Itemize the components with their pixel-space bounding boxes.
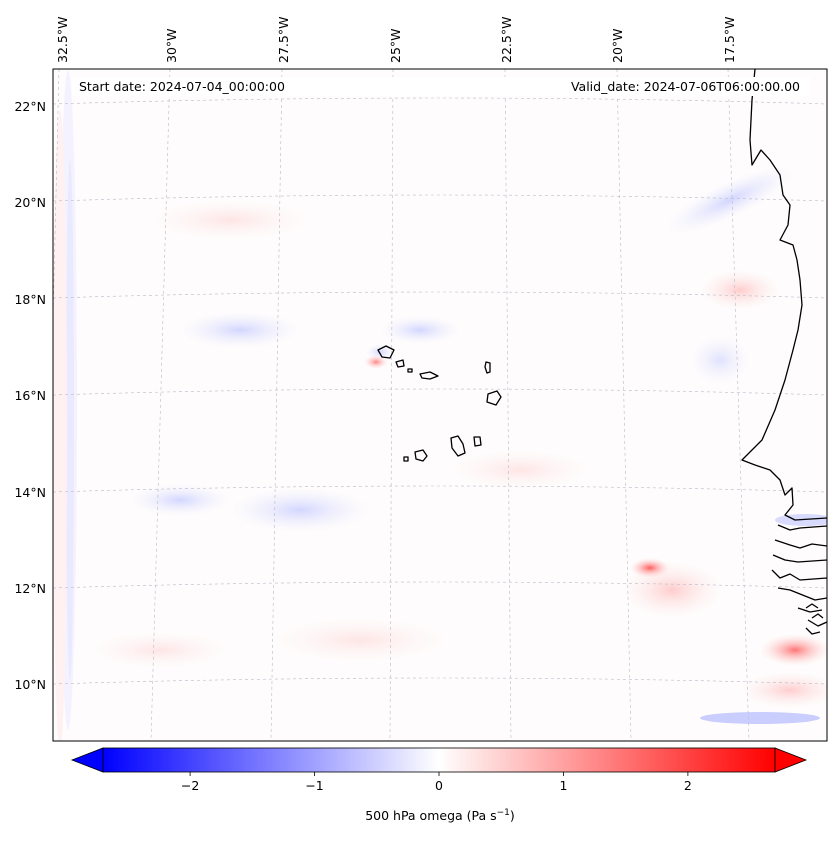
cape-verde-sao-vicente bbox=[395, 359, 405, 368]
valid-date-label: Valid_date: 2024-07-06T06:00:00.00 bbox=[571, 79, 800, 94]
meridian-17-5w bbox=[727, 69, 750, 741]
colorbar-tick-label: −2 bbox=[181, 778, 199, 793]
cape-verde-fogo bbox=[414, 449, 428, 462]
colorbar-ticks: −2 −1 0 1 2 bbox=[181, 772, 692, 793]
lat-label: 20°N bbox=[14, 195, 46, 210]
lat-label: 22°N bbox=[14, 99, 46, 114]
cape-verde-maio bbox=[473, 436, 482, 447]
map-background bbox=[53, 69, 827, 741]
lat-label: 12°N bbox=[14, 581, 46, 596]
parallel-20n bbox=[53, 194, 827, 202]
cape-verde-santa-luzia bbox=[407, 368, 413, 373]
map-frame bbox=[52, 68, 828, 742]
longitude-labels: 32.5°W 30°W 27.5°W 25°W 22.5°W 20°W 17.5… bbox=[55, 17, 737, 63]
cape-verde-santo-antao bbox=[377, 345, 395, 359]
parallel-18n bbox=[53, 291, 827, 299]
omega-field bbox=[53, 70, 827, 741]
cape-verde-brava bbox=[403, 456, 409, 462]
colorbar-tick-label: 0 bbox=[435, 778, 443, 793]
lat-label: 18°N bbox=[14, 292, 46, 307]
parallel-10n bbox=[53, 677, 827, 685]
coastline bbox=[377, 69, 827, 635]
header-band bbox=[72, 77, 810, 96]
colorbar-extend-min bbox=[70, 747, 104, 773]
gridlines bbox=[53, 69, 827, 741]
bissagos-islands bbox=[805, 603, 824, 619]
colorbar-tick-label: 1 bbox=[559, 778, 567, 793]
colorbar: −2 −1 0 1 2 500 hPa omega (Pa s−1) bbox=[70, 747, 808, 823]
meridian-25w bbox=[389, 69, 394, 741]
parallel-14n bbox=[53, 485, 827, 493]
meridian-27-5w bbox=[270, 69, 283, 741]
map-panel: Start date: 2024-07-04_00:00:00 Valid_da… bbox=[53, 69, 827, 741]
latitude-labels: 22°N 20°N 18°N 16°N 14°N 12°N 10°N bbox=[14, 99, 46, 692]
lat-label: 16°N bbox=[14, 388, 46, 403]
start-date-label: Start date: 2024-07-04_00:00:00 bbox=[79, 79, 285, 94]
colorbar-label-end: ) bbox=[510, 808, 515, 823]
meridian-30w bbox=[150, 69, 171, 741]
lat-label: 10°N bbox=[14, 677, 46, 692]
parallel-22n bbox=[53, 97, 827, 105]
lat-label: 14°N bbox=[14, 485, 46, 500]
colorbar-tick-label: −1 bbox=[305, 778, 323, 793]
west-africa-coast bbox=[741, 69, 827, 635]
meridian-22-5w bbox=[504, 69, 512, 741]
cape-verde-santiago bbox=[450, 435, 466, 457]
meridian-20w bbox=[616, 69, 632, 741]
cape-verde-sal bbox=[484, 361, 491, 374]
lon-label: 25°W bbox=[388, 28, 403, 63]
colorbar-label: 500 hPa omega (Pa s−1) bbox=[365, 808, 515, 823]
lon-label: 22.5°W bbox=[499, 17, 514, 63]
cape-verde-boa-vista bbox=[486, 390, 502, 406]
parallel-12n bbox=[53, 581, 827, 589]
cape-verde-sao-nicolau bbox=[419, 371, 439, 380]
lon-label: 30°W bbox=[164, 28, 179, 63]
colorbar-label-exponent: −1 bbox=[497, 808, 510, 818]
colorbar-tick-label: 2 bbox=[684, 778, 692, 793]
lon-label: 20°W bbox=[610, 28, 625, 63]
parallel-16n bbox=[53, 388, 827, 396]
lon-label: 27.5°W bbox=[276, 17, 291, 63]
colorbar-ramp bbox=[102, 747, 776, 773]
colorbar-label-main: 500 hPa omega (Pa s bbox=[365, 808, 496, 823]
lon-label: 17.5°W bbox=[722, 17, 737, 63]
lon-label: 32.5°W bbox=[55, 17, 70, 63]
colorbar-extend-max bbox=[774, 747, 808, 773]
